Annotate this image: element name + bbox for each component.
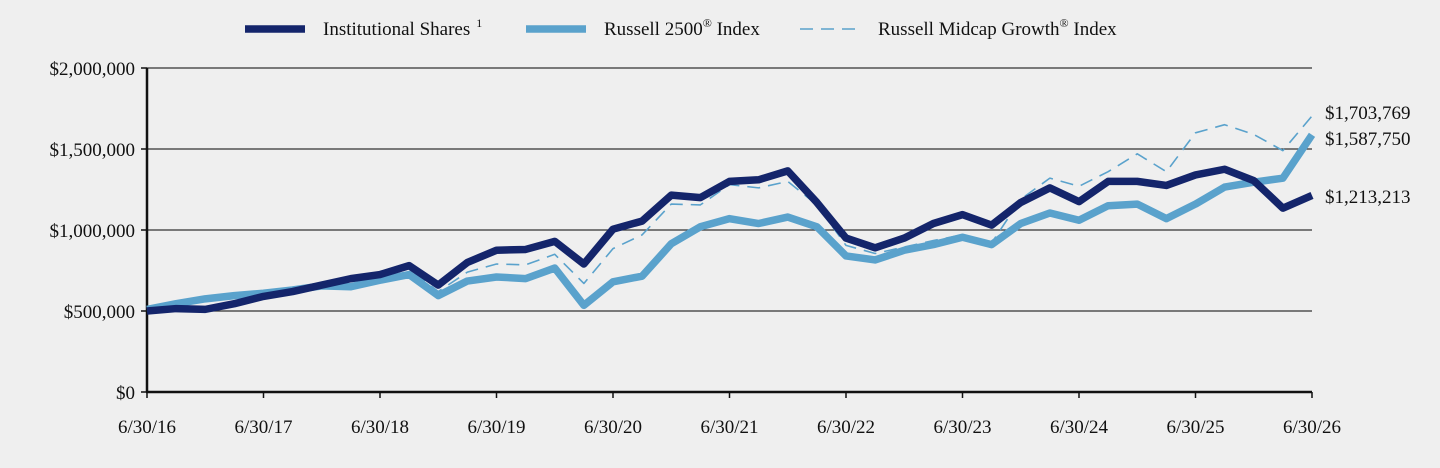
x-tick-label: 6/30/17 [234,417,292,438]
legend-label: Institutional Shares 1 [323,16,482,40]
end-value-label: $1,587,750 [1325,129,1411,150]
y-tick-label: $500,000 [64,302,135,323]
y-tick-label: $0 [116,383,135,404]
legend-label: Russell 2500® Index [604,16,760,40]
y-tick-label: $2,000,000 [50,59,136,80]
legend-item: Institutional Shares 1 [245,16,482,40]
end-value-label: $1,703,769 [1325,103,1411,124]
legend-label: Russell Midcap Growth® Index [878,16,1117,40]
gridlines [147,67,1312,312]
y-tick-label: $1,500,000 [50,140,136,161]
series-lines [146,115,1316,315]
legend-item: Russell Midcap Growth® Index [800,16,1117,40]
x-tick-label: 6/30/25 [1166,417,1224,438]
x-tick-label: 6/30/21 [700,417,758,438]
legend-item: Russell 2500® Index [526,16,760,40]
x-tick-label: 6/30/19 [467,417,525,438]
x-tick-label: 6/30/18 [351,417,409,438]
x-tick-label: 6/30/22 [817,417,875,438]
end-value-labels: $1,213,213 $1,587,750 $1,703,769 [1325,103,1411,208]
x-axis-ticks: 6/30/16 6/30/17 6/30/18 6/30/19 6/30/20 6/30/… [118,392,1341,438]
x-tick-label: 6/30/16 [118,417,176,438]
series-line-russell-2500 [146,132,1316,314]
y-tick-label: $1,000,000 [50,221,136,242]
x-tick-label: 6/30/26 [1283,417,1341,438]
legend: Institutional Shares 1 Russell 2500® Index… [245,16,1117,40]
series-line-institutional-shares [146,165,1314,315]
x-tick-label: 6/30/23 [933,417,991,438]
end-value-label: $1,213,213 [1325,187,1411,208]
y-axis-ticks: $0 $500,000 $1,000,000 $1,500,000 $2,000,000 [50,59,147,404]
x-tick-label: 6/30/24 [1050,417,1109,438]
x-tick-label: 6/30/20 [584,417,642,438]
